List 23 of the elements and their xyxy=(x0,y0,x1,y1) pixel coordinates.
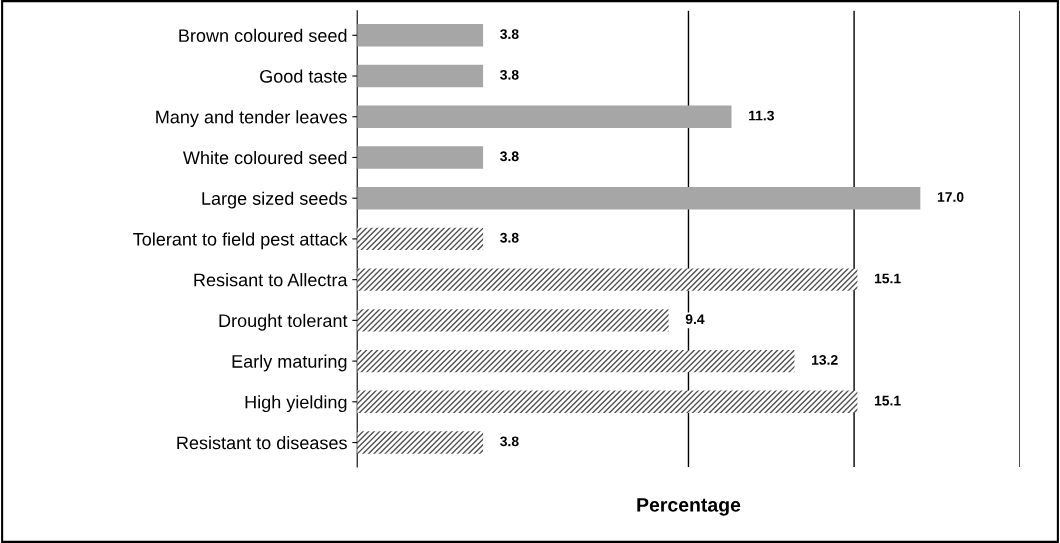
y-tick-label: Resisant to Allectra xyxy=(194,273,348,287)
data-label: 3.8 xyxy=(500,232,519,243)
data-label: 11.3 xyxy=(749,110,774,121)
y-tick-label: Resistant to diseases xyxy=(177,436,347,450)
y-tick-label: Brown coloured seed xyxy=(179,28,347,43)
y-tick-label: Many and tender leaves xyxy=(156,110,347,128)
x-axis-title: Percentage xyxy=(637,498,741,516)
y-tick-label: Large sized seeds xyxy=(202,191,347,209)
y-tick-label: Good taste xyxy=(260,69,347,83)
data-label: 3.8 xyxy=(500,69,519,80)
data-label: 9.4 xyxy=(685,314,705,325)
y-tick-label: Tolerant to field pest attack xyxy=(133,232,348,250)
data-label: 15.1 xyxy=(874,273,901,284)
y-tick-label: Drought tolerant xyxy=(219,313,348,331)
y-tick-label: White coloured seed xyxy=(182,150,347,165)
data-label: 3.8 xyxy=(500,29,519,40)
y-tick-label: High yielding xyxy=(245,395,347,413)
data-label: 13.2 xyxy=(812,354,838,365)
y-tick-label: Early maturing xyxy=(232,354,347,372)
data-label: 3.8 xyxy=(500,436,519,447)
data-label: 15.1 xyxy=(874,395,901,406)
data-label: 3.8 xyxy=(500,151,519,162)
data-label: 17.0 xyxy=(937,192,964,202)
